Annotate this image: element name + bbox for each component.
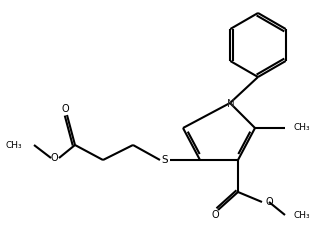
Text: O: O [211,210,219,220]
Text: S: S [162,155,168,165]
Text: CH₃: CH₃ [5,141,22,150]
Text: N: N [227,99,235,109]
Text: O: O [266,197,274,207]
Text: O: O [61,104,69,114]
Text: CH₃: CH₃ [294,123,311,133]
Text: O: O [50,153,58,163]
Text: CH₃: CH₃ [294,211,311,219]
